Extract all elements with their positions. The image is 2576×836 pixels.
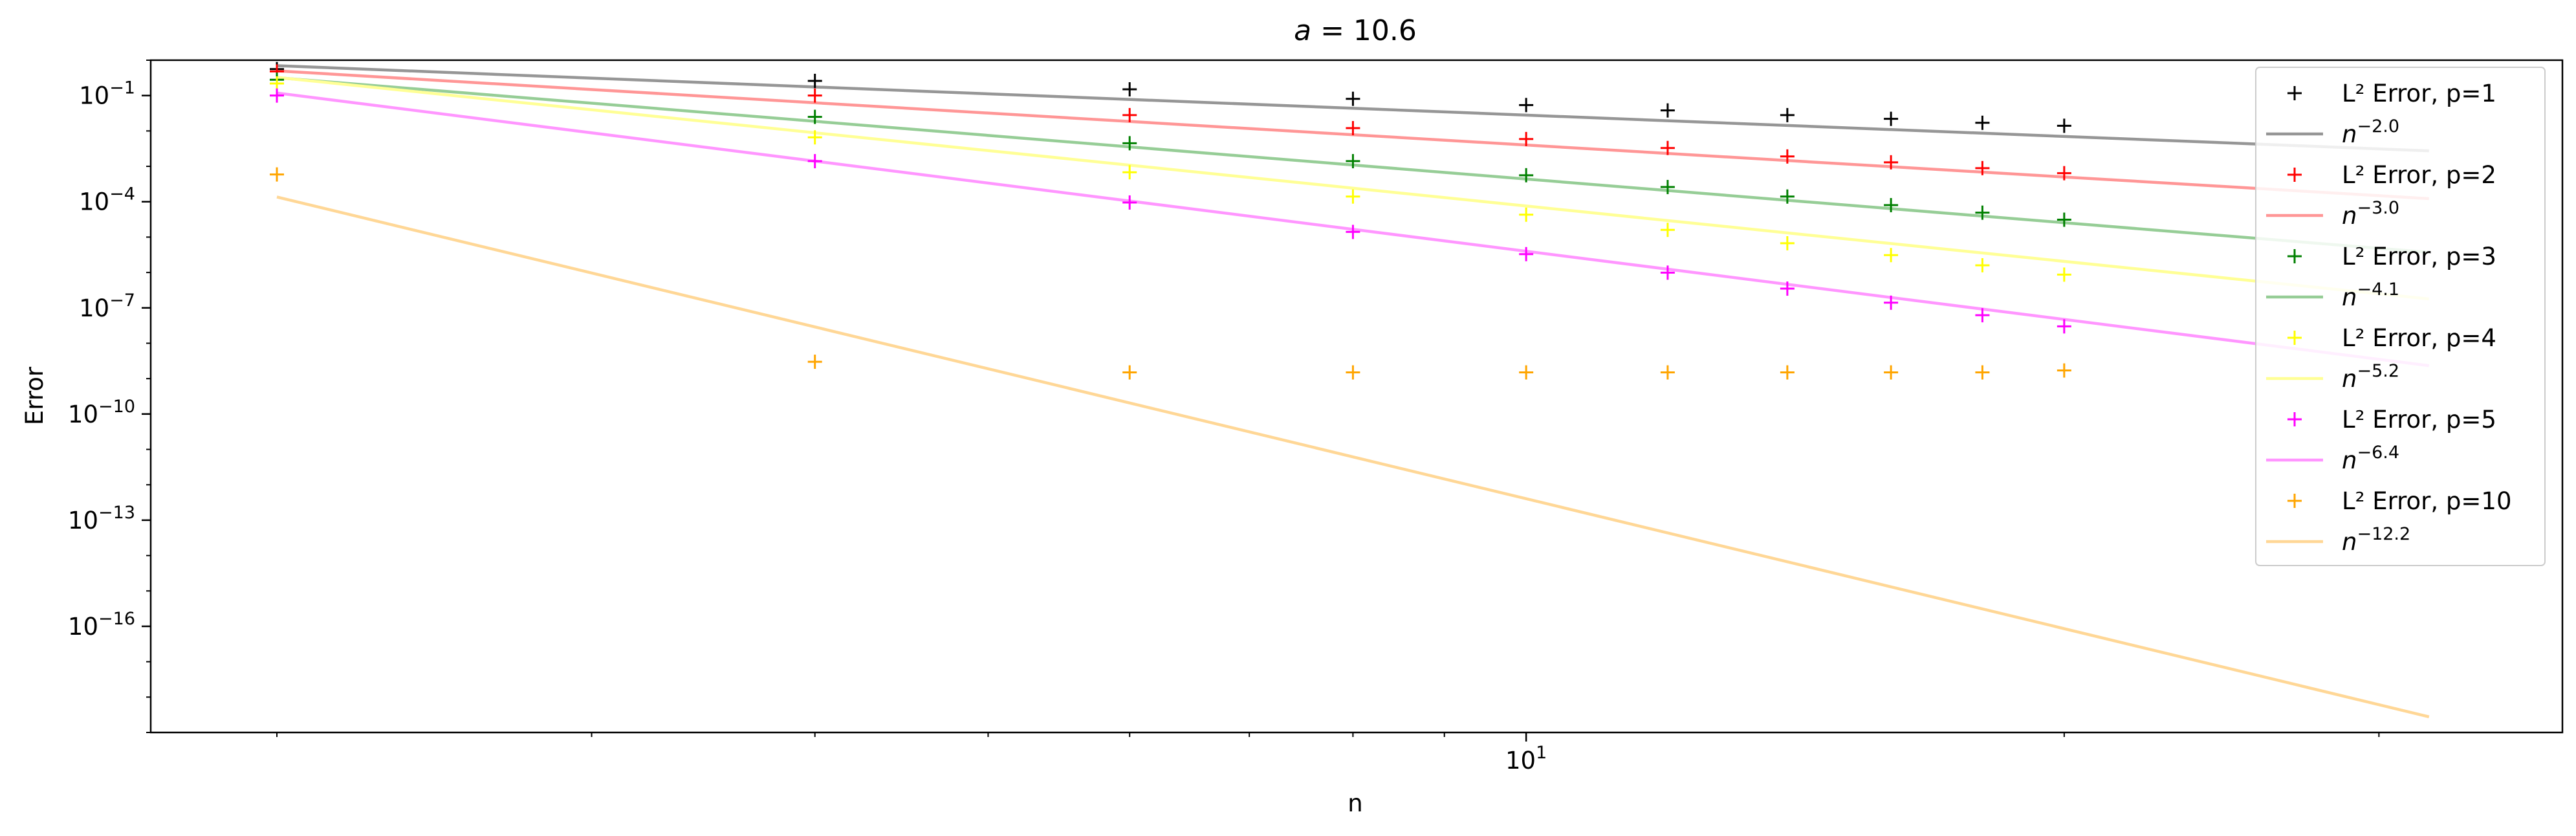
chart-title: a = 10.6 <box>1294 14 1417 47</box>
legend-marker-series-2 <box>2287 168 2302 182</box>
data-point-series-6 <box>270 167 285 182</box>
legend-label-marker: L² Error, p=1 <box>2342 80 2496 107</box>
data-point-series-3 <box>1519 168 1534 182</box>
data-point-series-1 <box>2057 118 2071 133</box>
data-point-series-3 <box>2057 212 2071 227</box>
data-point-series-1 <box>1660 103 1675 118</box>
legend-label-marker: L² Error, p=10 <box>2342 487 2512 515</box>
y-axis: 10−1 10−4 10−7 10−10 10−13 10−16 <box>68 60 151 733</box>
y-axis-label: Error <box>21 366 49 425</box>
data-point-series-1 <box>1346 91 1360 106</box>
data-point-series-1 <box>1122 82 1137 97</box>
y-tick-label: 10−16 <box>68 609 135 641</box>
data-point-series-2 <box>2057 166 2071 181</box>
legend-label-fit: n−5.2 <box>2342 361 2399 393</box>
y-tick-label: 10−1 <box>79 78 135 110</box>
data-point-series-3 <box>1660 180 1675 195</box>
data-point-series-4 <box>1519 207 1534 222</box>
data-point-series-1 <box>1780 107 1795 122</box>
data-point-series-5 <box>807 154 822 169</box>
data-point-series-6 <box>1884 365 1899 380</box>
data-point-series-3 <box>1346 154 1360 169</box>
data-point-series-2 <box>1975 160 1990 175</box>
data-point-series-4 <box>1122 165 1137 180</box>
data-point-series-4 <box>1346 189 1360 204</box>
data-point-series-5 <box>1660 265 1675 280</box>
data-point-series-5 <box>1519 247 1534 261</box>
legend-marker-series-6 <box>2287 494 2302 508</box>
data-point-series-2 <box>807 88 822 103</box>
data-point-series-5 <box>270 88 285 103</box>
legend-label-marker: L² Error, p=5 <box>2342 406 2496 434</box>
data-point-series-6 <box>1346 365 1360 380</box>
data-point-series-5 <box>1975 308 1990 323</box>
data-point-series-6 <box>807 355 822 369</box>
markers-layer <box>270 61 2071 380</box>
data-point-series-2 <box>1780 149 1795 164</box>
legend-marker-series-4 <box>2287 331 2302 345</box>
data-point-series-2 <box>1519 131 1534 146</box>
fit-line-series-1 <box>276 64 2429 153</box>
data-point-series-1 <box>1884 111 1899 126</box>
x-axis: 101 <box>276 732 2380 775</box>
legend: L² Error, p=1 n−2.0 L² Error, p=2 n−3.0 L² E… <box>2255 67 2546 566</box>
fit-line-series-4 <box>276 76 2430 301</box>
data-point-series-6 <box>1519 365 1534 380</box>
legend-label-fit: n−2.0 <box>2342 116 2399 148</box>
data-point-series-3 <box>1975 205 1990 220</box>
data-point-series-1 <box>1975 115 1990 130</box>
data-point-series-6 <box>1660 365 1675 380</box>
x-axis-label: n <box>1348 789 1362 817</box>
data-point-series-3 <box>807 109 822 124</box>
legend-marker-series-3 <box>2287 249 2302 263</box>
data-point-series-4 <box>1975 258 1990 272</box>
data-point-series-4 <box>1780 236 1795 250</box>
data-point-series-4 <box>270 76 285 91</box>
data-point-series-6 <box>2057 363 2071 378</box>
data-point-series-3 <box>1780 189 1795 204</box>
data-point-series-2 <box>1884 155 1899 170</box>
data-point-series-5 <box>1884 295 1899 310</box>
y-tick-label: 10−4 <box>79 184 135 216</box>
data-point-series-5 <box>1122 195 1137 210</box>
legend-label-marker: L² Error, p=2 <box>2342 161 2496 189</box>
data-point-series-4 <box>807 130 822 145</box>
data-point-series-5 <box>2057 319 2071 334</box>
fit-line-series-6 <box>276 195 2430 718</box>
data-point-series-1 <box>1519 98 1534 113</box>
data-point-series-3 <box>1884 198 1899 213</box>
legend-marker-series-5 <box>2287 412 2302 426</box>
data-point-series-6 <box>1975 365 1990 380</box>
legend-label-fit: n−6.4 <box>2342 443 2399 474</box>
plot-frame <box>149 59 2564 734</box>
legend-box <box>2255 67 2546 566</box>
data-point-series-2 <box>1122 107 1137 122</box>
legend-marker-series-1 <box>2287 86 2302 100</box>
legend-label-marker: L² Error, p=4 <box>2342 324 2496 352</box>
x-tick-label: 101 <box>1505 743 1547 775</box>
data-point-series-2 <box>1346 121 1360 136</box>
data-point-series-4 <box>1660 223 1675 237</box>
legend-label-marker: L² Error, p=3 <box>2342 243 2496 270</box>
legend-label-fit: n−12.2 <box>2342 524 2410 556</box>
legend-label-fit: n−4.1 <box>2342 280 2399 311</box>
data-point-series-6 <box>1780 365 1795 380</box>
data-point-series-6 <box>1122 365 1137 380</box>
data-point-series-3 <box>1122 136 1137 151</box>
y-tick-label: 10−10 <box>68 397 135 428</box>
data-point-series-1 <box>807 73 822 88</box>
data-point-series-2 <box>1660 140 1675 155</box>
legend-label-fit: n−3.0 <box>2342 198 2399 230</box>
data-point-series-4 <box>1884 248 1899 263</box>
data-point-series-4 <box>2057 267 2071 282</box>
y-tick-label: 10−13 <box>68 503 135 534</box>
data-point-series-5 <box>1780 281 1795 296</box>
y-tick-label: 10−7 <box>79 291 135 322</box>
data-point-series-5 <box>1346 225 1360 239</box>
